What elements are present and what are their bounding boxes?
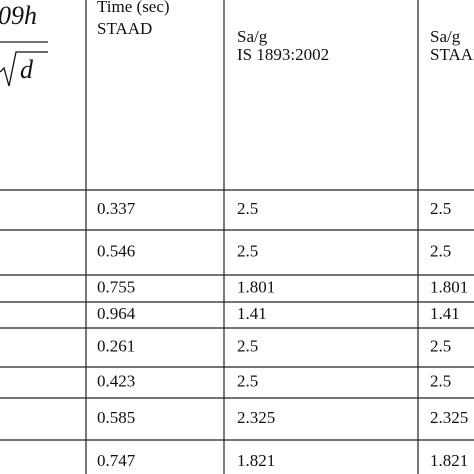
- cell-text: 0.755: [97, 277, 135, 296]
- header-text: IS 1893:2002: [237, 45, 329, 64]
- cell-text: 0.423: [97, 371, 135, 390]
- cell-text: 1.41: [430, 304, 460, 323]
- cell-text: 2.325: [237, 408, 275, 427]
- cell-text: 1.41: [237, 304, 267, 323]
- cell-text: 1.801: [430, 277, 468, 296]
- formula-numerator: 09h: [0, 1, 37, 30]
- cell-text: 2.5: [430, 371, 451, 390]
- cell-text: 2.5: [237, 241, 258, 260]
- header-text: Sa/g: [237, 27, 268, 46]
- cell-text: 2.5: [430, 241, 451, 260]
- cell-text: 0.337: [97, 199, 136, 218]
- cell-text: 0.585: [97, 408, 135, 427]
- cell-text: 2.5: [237, 336, 258, 355]
- cell-text: 1.801: [237, 277, 275, 296]
- formula-denominator: d: [20, 55, 34, 84]
- cell-text: 0.261: [97, 336, 135, 355]
- cell-text: 2.325: [430, 408, 468, 427]
- header-text: STAAD: [430, 45, 474, 64]
- header-text: Sa/g: [430, 27, 461, 46]
- cell-text: 2.5: [237, 199, 258, 218]
- header-text: STAAD: [97, 19, 152, 38]
- radical-sign: [0, 51, 48, 87]
- cell-text: 0.747: [97, 451, 136, 470]
- header-text: Time (sec): [97, 0, 170, 16]
- cell-text: 0.546: [97, 241, 135, 260]
- cell-text: 1.821: [430, 451, 468, 470]
- cell-text: 1.821: [237, 451, 275, 470]
- cell-text: 2.5: [430, 336, 451, 355]
- cell-text: 0.964: [97, 304, 136, 323]
- cell-text: 2.5: [430, 199, 451, 218]
- cell-text: 2.5: [237, 371, 258, 390]
